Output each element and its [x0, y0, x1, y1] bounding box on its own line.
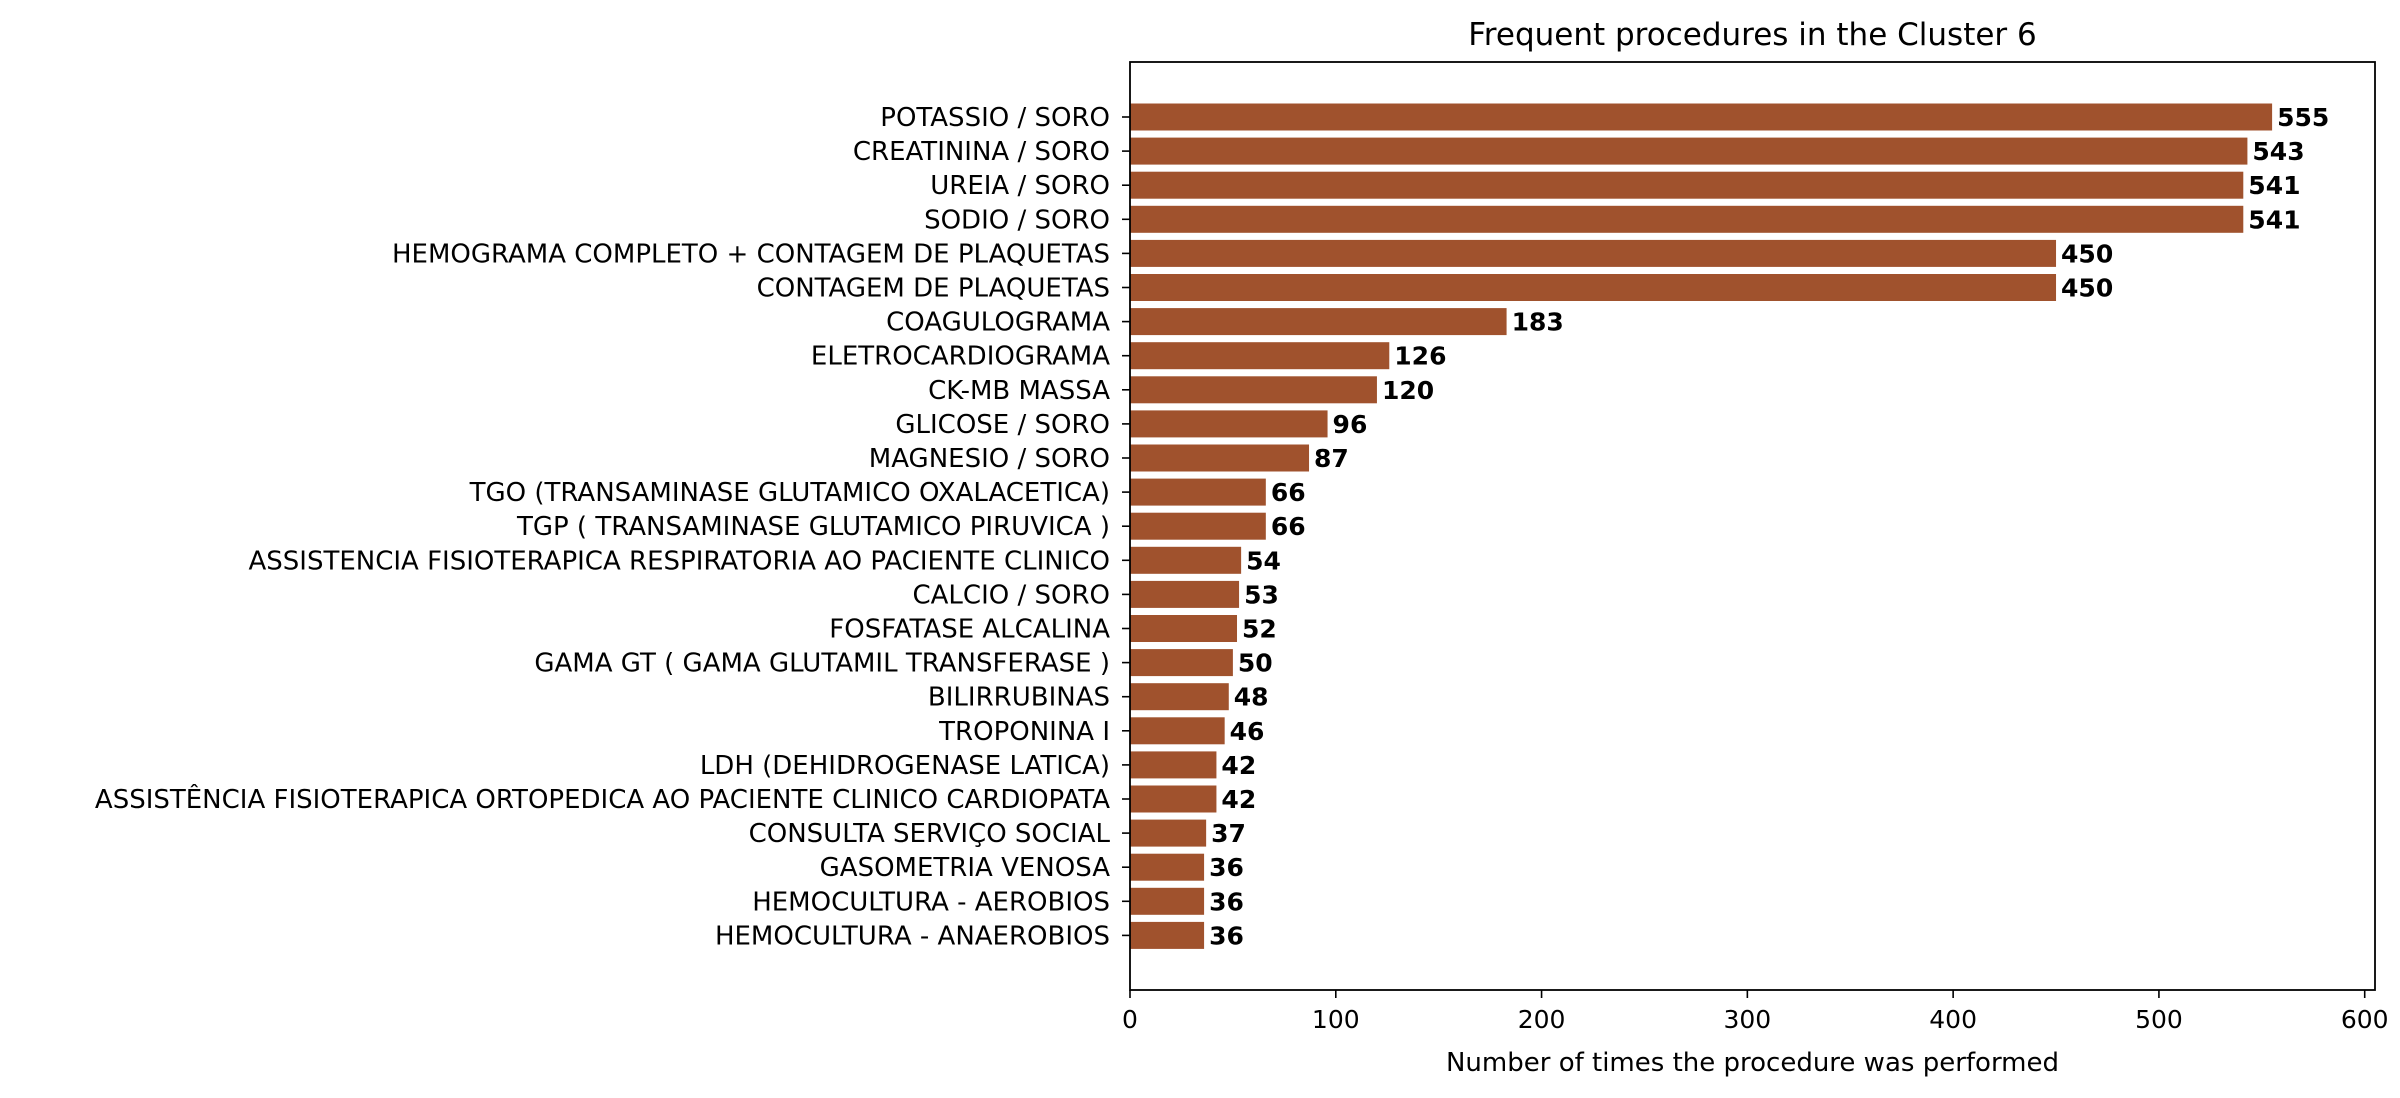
- bar-ldh-dehidrogenase-latica: [1130, 751, 1217, 779]
- x-tick-label: 200: [1518, 1005, 1566, 1034]
- value-label: 37: [1211, 819, 1246, 848]
- chart-title: Frequent procedures in the Cluster 6: [1468, 17, 2037, 53]
- value-label: 42: [1221, 785, 1256, 814]
- value-label: 36: [1209, 887, 1244, 916]
- value-label: 52: [1242, 615, 1277, 644]
- bar-fosfatase-alcalina: [1130, 615, 1238, 642]
- category-label: ELETROCARDIOGRAMA: [811, 342, 1110, 372]
- category-label: CONSULTA SERVIÇO SOCIAL: [749, 819, 1111, 849]
- bar-ck-mb-massa: [1130, 376, 1377, 404]
- bar-magnesio-soro: [1130, 444, 1310, 472]
- category-label: SODIO / SORO: [924, 205, 1110, 235]
- bar-hemocultura-aerobios: [1130, 887, 1205, 915]
- value-label: 42: [1221, 751, 1256, 780]
- bar-troponina-i: [1130, 717, 1225, 745]
- bar-gama-gt-gama-glutamil-transferase: [1130, 649, 1233, 677]
- category-labels: POTASSIO / SORO CREATININA / SORO UREIA / …: [95, 103, 1130, 951]
- x-tick-label: 600: [2341, 1005, 2389, 1034]
- category-label: ASSISTENCIA FISIOTERAPICA RESPIRATORIA A…: [249, 546, 1111, 576]
- bar-assist-ncia-fisioterapica-ortopedica-ao-paciente-clinico-cardiopata: [1130, 785, 1217, 813]
- x-tick-label: 300: [1723, 1005, 1771, 1034]
- category-label: HEMOCULTURA - AEROBIOS: [752, 887, 1110, 917]
- value-label: 450: [2061, 274, 2113, 303]
- category-label: FOSFATASE ALCALINA: [829, 615, 1110, 645]
- bar-glicose-soro: [1130, 410, 1328, 438]
- plot-frame: [1129, 61, 2376, 991]
- value-label: 87: [1314, 444, 1349, 473]
- category-label: MAGNESIO / SORO: [869, 444, 1110, 474]
- value-label: 54: [1246, 546, 1281, 575]
- value-labels: 555 543 541 541 450 450 183 126 120 96 87 66 66 54 53 5…: [1209, 103, 2329, 950]
- bar-eletrocardiograma: [1130, 342, 1390, 370]
- category-label: BILIRRUBINAS: [928, 683, 1110, 713]
- bar-contagem-de-plaquetas: [1130, 274, 2057, 301]
- bar-bilirrubinas: [1130, 683, 1229, 711]
- value-label: 36: [1209, 853, 1244, 882]
- value-label: 555: [2277, 103, 2329, 132]
- value-label: 126: [1394, 342, 1446, 371]
- category-label: CALCIO / SORO: [912, 580, 1110, 610]
- bar-assistencia-fisioterapica-respiratoria-ao-paciente-clinico: [1130, 546, 1242, 574]
- value-label: 53: [1244, 580, 1279, 609]
- x-tick-label: 0: [1122, 1005, 1138, 1034]
- value-label: 66: [1271, 512, 1306, 541]
- bar-tgp-transaminase-glutamico-piruvica: [1130, 512, 1266, 540]
- category-label: ASSISTÊNCIA FISIOTERAPICA ORTOPEDICA AO …: [95, 783, 1110, 815]
- category-label: TROPONINA I: [938, 717, 1110, 747]
- bar-gasometria-venosa: [1130, 853, 1205, 881]
- value-label: 66: [1271, 478, 1306, 507]
- category-label: GASOMETRIA VENOSA: [820, 853, 1111, 883]
- category-label: CONTAGEM DE PLAQUETAS: [757, 274, 1110, 304]
- category-label: GLICOSE / SORO: [895, 410, 1110, 440]
- category-label: COAGULOGRAMA: [886, 308, 1110, 338]
- value-label: 36: [1209, 921, 1244, 950]
- value-label: 541: [2248, 171, 2300, 200]
- value-label: 46: [1230, 717, 1265, 746]
- value-label: 450: [2061, 239, 2113, 268]
- bar-creatinina-soro: [1130, 137, 2248, 165]
- bar-ureia-soro: [1130, 171, 2244, 199]
- bar-coagulograma: [1130, 308, 1507, 336]
- category-label: UREIA / SORO: [930, 171, 1110, 201]
- x-tick-label: 500: [2135, 1005, 2183, 1034]
- bar-tgo-transaminase-glutamico-oxalacetica: [1130, 478, 1266, 506]
- x-axis-ticks: 0 100 200 300 400 500 600: [1122, 990, 2389, 1034]
- bar-consulta-servi-o-social: [1130, 819, 1207, 847]
- category-label: GAMA GT ( GAMA GLUTAMIL TRANSFERASE ): [534, 649, 1110, 679]
- category-label: POTASSIO / SORO: [880, 103, 1110, 133]
- bar-hemocultura-anaerobios: [1130, 921, 1205, 949]
- bar-sodio-soro: [1130, 205, 2244, 233]
- x-tick-label: 400: [1929, 1005, 1977, 1034]
- category-label: TGO (TRANSAMINASE GLUTAMICO OXALACETICA): [469, 478, 1110, 508]
- category-label: LDH (DEHIDROGENASE LATICA): [700, 751, 1110, 781]
- bar-potassio-soro: [1130, 103, 2273, 131]
- category-label: HEMOGRAMA COMPLETO + CONTAGEM DE PLAQUET…: [392, 239, 1110, 269]
- category-label: CREATININA / SORO: [853, 137, 1110, 167]
- x-tick-label: 100: [1312, 1005, 1360, 1034]
- category-label: TGP ( TRANSAMINASE GLUTAMICO PIRUVICA ): [516, 512, 1110, 542]
- bar-calcio-soro: [1130, 580, 1240, 608]
- category-label: HEMOCULTURA - ANAEROBIOS: [715, 921, 1110, 951]
- value-label: 50: [1238, 649, 1273, 678]
- value-label: 183: [1512, 308, 1564, 337]
- value-label: 96: [1333, 410, 1368, 439]
- value-label: 541: [2248, 205, 2300, 234]
- bar-hemograma-completo-contagem-de-plaquetas: [1130, 239, 2057, 267]
- category-label: CK-MB MASSA: [928, 376, 1110, 406]
- value-label: 120: [1382, 376, 1434, 405]
- value-label: 543: [2252, 137, 2304, 166]
- x-axis-title: Number of times the procedure was perfor…: [1446, 1048, 2059, 1078]
- bars-group: [1130, 103, 2273, 949]
- value-label: 48: [1234, 683, 1269, 712]
